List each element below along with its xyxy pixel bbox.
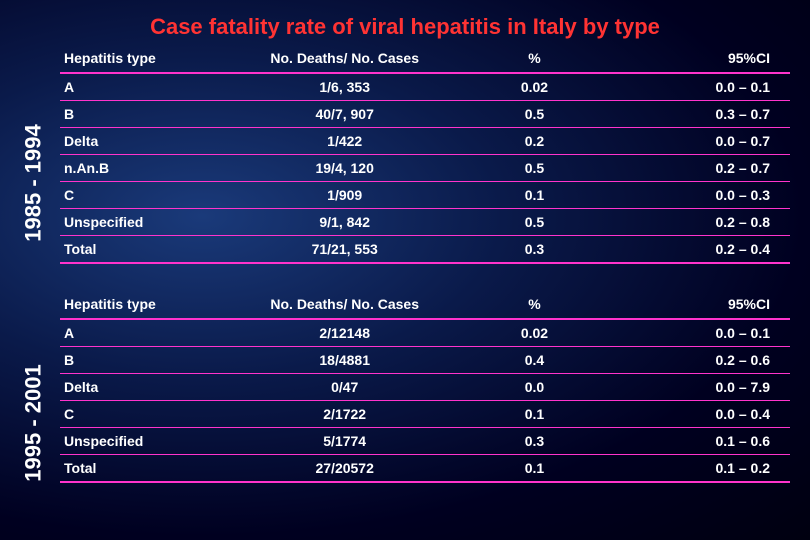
cell-deaths-cases: 9/1, 842 xyxy=(221,209,469,236)
cell-ci: 0.2 – 0.4 xyxy=(600,236,790,264)
cell-ci: 0.3 – 0.7 xyxy=(600,101,790,128)
table-row: A 1/6, 353 0.02 0.0 – 0.1 xyxy=(60,73,790,101)
table-row-total: Total 71/21, 553 0.3 0.2 – 0.4 xyxy=(60,236,790,264)
period-label-2: 1995 - 2001 xyxy=(21,364,47,481)
slide-title: Case fatality rate of viral hepatitis in… xyxy=(0,0,810,46)
table-row: C 1/909 0.1 0.0 – 0.3 xyxy=(60,182,790,209)
cell-type: B xyxy=(60,101,221,128)
header-deaths-cases: No. Deaths/ No. Cases xyxy=(221,46,469,73)
cell-pct: 0.5 xyxy=(469,209,600,236)
header-deaths-cases: No. Deaths/ No. Cases xyxy=(221,292,469,319)
tables-container: Hepatitis type No. Deaths/ No. Cases % 9… xyxy=(60,46,790,511)
cell-ci: 0.0 – 0.1 xyxy=(600,73,790,101)
cell-type: Total xyxy=(60,236,221,264)
cell-deaths-cases: 5/1774 xyxy=(221,428,469,455)
cell-deaths-cases: 18/4881 xyxy=(221,347,469,374)
cell-type: Unspecified xyxy=(60,428,221,455)
cell-pct: 0.5 xyxy=(469,101,600,128)
cell-type: Unspecified xyxy=(60,209,221,236)
cell-ci: 0.2 – 0.6 xyxy=(600,347,790,374)
table-row-total: Total 27/20572 0.1 0.1 – 0.2 xyxy=(60,455,790,483)
header-type: Hepatitis type xyxy=(60,292,221,319)
cell-pct: 0.2 xyxy=(469,128,600,155)
period-label-1: 1985 - 1994 xyxy=(21,124,47,241)
cell-type: A xyxy=(60,73,221,101)
table-row: n.An.B 19/4, 120 0.5 0.2 – 0.7 xyxy=(60,155,790,182)
cell-type: Total xyxy=(60,455,221,483)
table-row: Unspecified 9/1, 842 0.5 0.2 – 0.8 xyxy=(60,209,790,236)
cell-type: Delta xyxy=(60,128,221,155)
header-pct: % xyxy=(469,46,600,73)
cell-ci: 0.0 – 7.9 xyxy=(600,374,790,401)
header-pct: % xyxy=(469,292,600,319)
cell-deaths-cases: 1/422 xyxy=(221,128,469,155)
cell-deaths-cases: 1/909 xyxy=(221,182,469,209)
table-row: A 2/12148 0.02 0.0 – 0.1 xyxy=(60,319,790,347)
cell-ci: 0.0 – 0.7 xyxy=(600,128,790,155)
header-ci: 95%CI xyxy=(600,292,790,319)
cell-pct: 0.4 xyxy=(469,347,600,374)
cell-pct: 0.3 xyxy=(469,236,600,264)
table-period-2: Hepatitis type No. Deaths/ No. Cases % 9… xyxy=(60,292,790,483)
cell-deaths-cases: 19/4, 120 xyxy=(221,155,469,182)
cell-ci: 0.1 – 0.2 xyxy=(600,455,790,483)
cell-deaths-cases: 40/7, 907 xyxy=(221,101,469,128)
table-row: B 18/4881 0.4 0.2 – 0.6 xyxy=(60,347,790,374)
header-ci: 95%CI xyxy=(600,46,790,73)
table-row: B 40/7, 907 0.5 0.3 – 0.7 xyxy=(60,101,790,128)
header-type: Hepatitis type xyxy=(60,46,221,73)
table-row: Delta 0/47 0.0 0.0 – 7.9 xyxy=(60,374,790,401)
table-period-1: Hepatitis type No. Deaths/ No. Cases % 9… xyxy=(60,46,790,264)
cell-pct: 0.1 xyxy=(469,401,600,428)
table-header-row: Hepatitis type No. Deaths/ No. Cases % 9… xyxy=(60,46,790,73)
table-row: C 2/1722 0.1 0.0 – 0.4 xyxy=(60,401,790,428)
cell-pct: 0.1 xyxy=(469,182,600,209)
cell-ci: 0.0 – 0.4 xyxy=(600,401,790,428)
table-row: Unspecified 5/1774 0.3 0.1 – 0.6 xyxy=(60,428,790,455)
cell-pct: 0.5 xyxy=(469,155,600,182)
table-row: Delta 1/422 0.2 0.0 – 0.7 xyxy=(60,128,790,155)
cell-deaths-cases: 71/21, 553 xyxy=(221,236,469,264)
cell-deaths-cases: 2/1722 xyxy=(221,401,469,428)
cell-ci: 0.1 – 0.6 xyxy=(600,428,790,455)
cell-pct: 0.02 xyxy=(469,319,600,347)
cell-deaths-cases: 2/12148 xyxy=(221,319,469,347)
cell-deaths-cases: 27/20572 xyxy=(221,455,469,483)
cell-ci: 0.2 – 0.8 xyxy=(600,209,790,236)
cell-type: C xyxy=(60,182,221,209)
table-header-row: Hepatitis type No. Deaths/ No. Cases % 9… xyxy=(60,292,790,319)
cell-type: A xyxy=(60,319,221,347)
cell-pct: 0.3 xyxy=(469,428,600,455)
cell-ci: 0.0 – 0.3 xyxy=(600,182,790,209)
cell-type: C xyxy=(60,401,221,428)
cell-type: n.An.B xyxy=(60,155,221,182)
cell-ci: 0.0 – 0.1 xyxy=(600,319,790,347)
cell-type: B xyxy=(60,347,221,374)
cell-deaths-cases: 0/47 xyxy=(221,374,469,401)
cell-ci: 0.2 – 0.7 xyxy=(600,155,790,182)
cell-type: Delta xyxy=(60,374,221,401)
cell-pct: 0.1 xyxy=(469,455,600,483)
cell-pct: 0.0 xyxy=(469,374,600,401)
cell-pct: 0.02 xyxy=(469,73,600,101)
cell-deaths-cases: 1/6, 353 xyxy=(221,73,469,101)
